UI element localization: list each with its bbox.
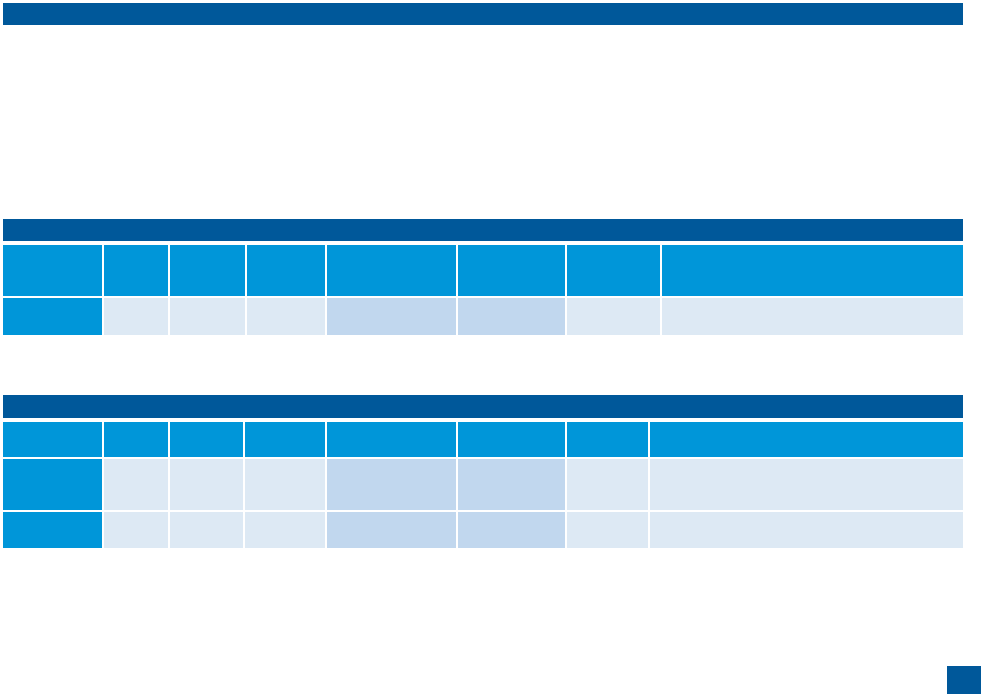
header-cell (327, 245, 456, 296)
header-cell (170, 245, 245, 296)
header-cell (458, 245, 565, 296)
header-cell (567, 422, 648, 457)
table-cell (245, 512, 325, 548)
table-cell (104, 512, 168, 548)
table-cell (170, 512, 243, 548)
header-cell (3, 422, 102, 457)
table-cell (327, 298, 456, 335)
table-cell (245, 459, 325, 510)
table-title-bar (3, 219, 963, 241)
table-cell (104, 298, 168, 335)
table-cell (458, 512, 565, 548)
header-cell (104, 245, 168, 296)
header-cell (662, 245, 963, 296)
table-cell (458, 459, 565, 510)
header-cell (458, 422, 565, 457)
table-cell (567, 459, 648, 510)
table-cell (650, 512, 963, 548)
header-cell (567, 245, 660, 296)
table-cell (247, 298, 325, 335)
table-cell (170, 459, 243, 510)
table-cell (650, 459, 963, 510)
header-cell (327, 422, 456, 457)
row-header-cell (3, 512, 102, 548)
table-cell (662, 298, 963, 335)
row-header-cell (3, 459, 102, 510)
page-number-box (947, 666, 981, 694)
header-cell (3, 245, 102, 296)
table-cell (458, 298, 565, 335)
header-cell (170, 422, 243, 457)
table-cell (567, 298, 660, 335)
table-cell (327, 512, 456, 548)
header-cell (104, 422, 168, 457)
header-cell (245, 422, 325, 457)
title-bar (3, 3, 963, 25)
table-cell (104, 459, 168, 510)
table-title-bar (3, 395, 963, 418)
table-cell (327, 459, 456, 510)
header-cell (650, 422, 963, 457)
table-cell (567, 512, 648, 548)
header-cell (247, 245, 325, 296)
table-cell (170, 298, 245, 335)
row-header-cell (3, 298, 102, 335)
